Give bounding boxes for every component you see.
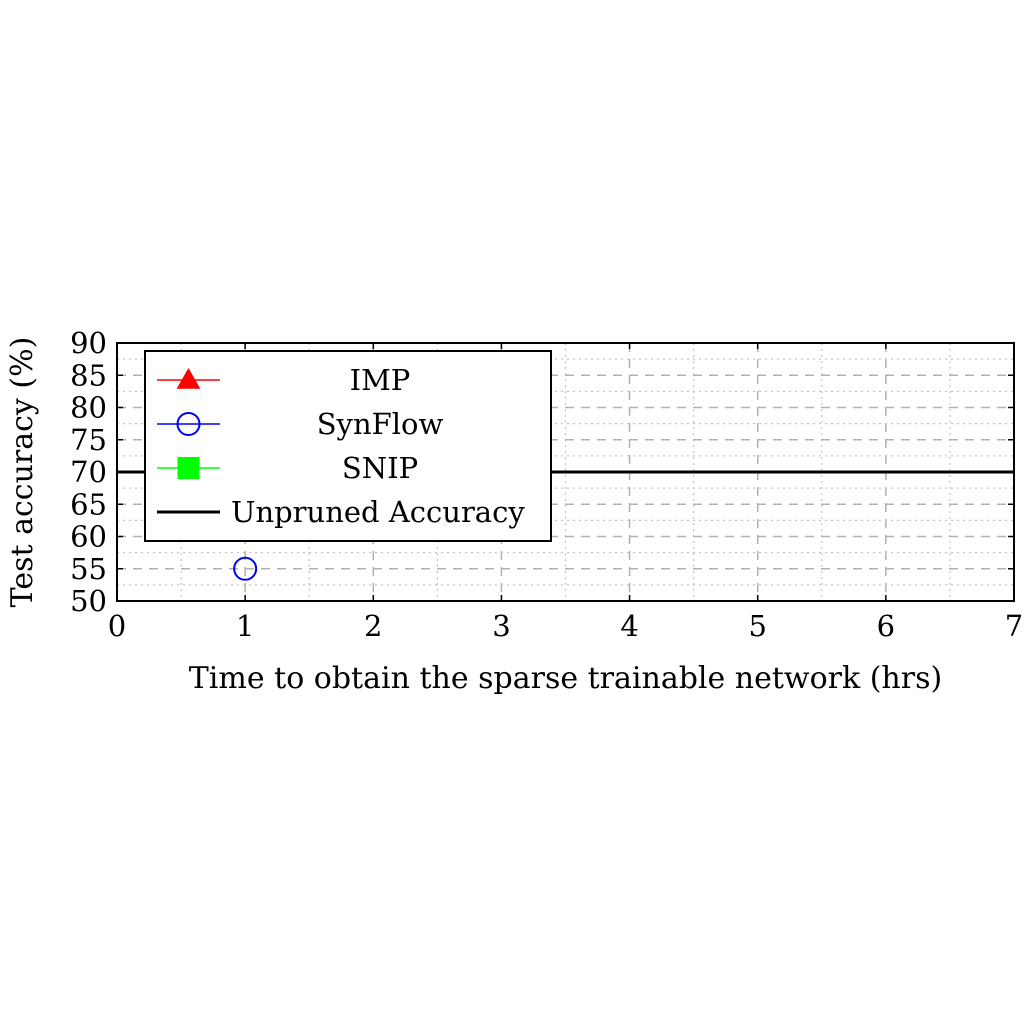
y-tick-label: 70 xyxy=(70,455,107,489)
x-axis-label: Time to obtain the sparse trainable netw… xyxy=(189,661,942,696)
tick-marks xyxy=(116,342,1015,602)
y-axis-label: Test accuracy (%) xyxy=(5,337,40,608)
y-tick-label: 90 xyxy=(70,326,107,360)
legend-entry-snip: SNIP xyxy=(157,451,418,485)
legend-label-synflow: SynFlow xyxy=(317,407,444,441)
legend-entry-synflow: SynFlow xyxy=(157,407,443,441)
y-tick-label: 80 xyxy=(70,391,107,425)
y-tick-label: 60 xyxy=(70,520,107,554)
y-tick-label: 75 xyxy=(70,423,107,457)
y-tick-label: 55 xyxy=(70,552,107,586)
legend-label-snip: SNIP xyxy=(342,451,418,485)
legend-marker-imp xyxy=(176,367,201,389)
x-tick-labels: 0 1 2 3 4 5 6 7 xyxy=(108,609,1023,643)
legend-entry-imp: IMP xyxy=(157,363,410,397)
x-tick-label: 0 xyxy=(108,609,126,643)
synflow-data-point xyxy=(233,556,258,581)
legend: IMP SynFlow SNIP Unpruned Accuracy xyxy=(144,350,552,542)
legend-box xyxy=(144,350,552,542)
y-tick-label: 85 xyxy=(70,358,107,392)
y-tick-label: 50 xyxy=(70,584,107,618)
x-tick-label: 4 xyxy=(620,609,638,643)
legend-entry-unpruned-accuracy: Unpruned Accuracy xyxy=(157,495,525,529)
x-tick-label: 2 xyxy=(364,609,382,643)
x-tick-label: 1 xyxy=(236,609,254,643)
legend-marker-snip xyxy=(177,457,200,479)
x-tick-label: 6 xyxy=(877,609,895,643)
x-tick-label: 7 xyxy=(1005,609,1023,643)
x-tick-label: 3 xyxy=(492,609,510,643)
legend-entries: IMP SynFlow SNIP Unpruned Accuracy xyxy=(157,363,525,529)
legend-label-unpruned-accuracy: Unpruned Accuracy xyxy=(231,495,525,529)
x-tick-label: 5 xyxy=(748,609,766,643)
legend-label-imp: IMP xyxy=(350,363,411,397)
data-points xyxy=(233,556,258,581)
legend-marker-synflow xyxy=(176,412,201,436)
y-tick-label: 65 xyxy=(70,487,107,521)
